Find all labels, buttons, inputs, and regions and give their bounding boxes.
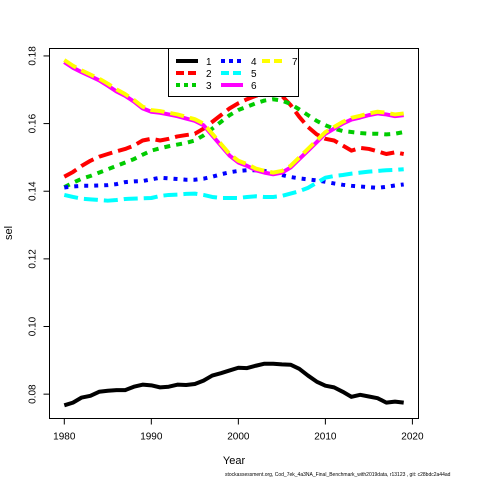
x-tick-label: 2020 [401,432,424,443]
series-line-2 [63,91,405,179]
series-line-4 [64,168,404,190]
legend-label-2: 2 [206,69,212,80]
footnote: stockassessment.org, Cod_7ek_4a3NA_Final… [225,472,451,478]
y-tick-label: 0.10 [28,316,39,336]
legend-label-6: 6 [251,81,257,92]
y-tick-label: 0.14 [28,181,39,201]
x-tick-label: 2000 [227,432,250,443]
legend-label-3: 3 [206,81,212,92]
y-axis: 0.08 0.10 0.12 0.14 0.16 0.18 [28,46,50,404]
x-tick-label: 1990 [140,432,163,443]
y-tick-label: 0.08 [28,384,39,404]
y-tick-label: 0.12 [28,249,39,269]
series-line-1 [63,361,404,408]
y-tick-label: 0.16 [28,113,39,133]
y-tick-label: 0.18 [28,46,39,66]
legend-label-7: 7 [292,57,298,68]
x-axis-label: Year [223,455,246,467]
legend: 123 456 7 [168,48,299,97]
legend-label-4: 4 [251,57,257,68]
legend-label-5: 5 [251,69,257,80]
y-axis-label: sel [3,226,15,240]
series-layer [63,58,405,408]
x-tick-label: 2010 [314,432,337,443]
legend-label-1: 1 [206,57,212,68]
series-line-5 [63,167,404,203]
x-axis: 1980 1990 2000 2010 2020 [53,418,424,443]
series-line-7 [63,58,404,175]
series-line-3 [63,97,405,189]
x-tick-label: 1980 [53,432,76,443]
